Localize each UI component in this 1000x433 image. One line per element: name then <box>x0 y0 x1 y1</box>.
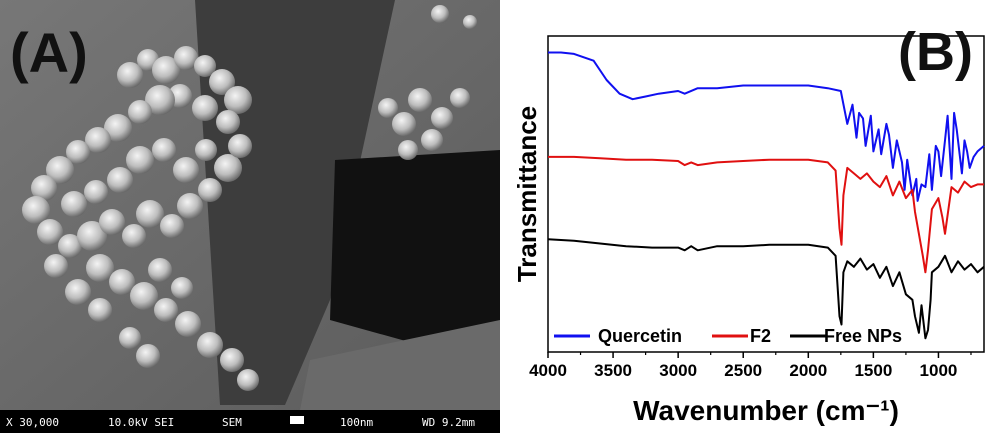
nanoparticle <box>58 234 82 258</box>
sem-instrument: SEM <box>222 416 242 429</box>
nanoparticle <box>152 138 176 162</box>
nanoparticle <box>195 139 217 161</box>
legend: Quercetin F2 Free NPs <box>554 326 902 346</box>
nanoparticle <box>99 209 125 235</box>
nanoparticle <box>463 15 477 29</box>
nanoparticle <box>237 369 259 391</box>
nanoparticle <box>136 344 160 368</box>
nanoparticle <box>61 191 87 217</box>
series-line-f2 <box>548 155 984 274</box>
x-tick-label: 3000 <box>659 361 697 380</box>
nanoparticle <box>174 46 198 70</box>
x-tick-label: 1000 <box>920 361 958 380</box>
sem-micrograph: (A) X 30,000 10.0kV SEI SEM 100nm WD 9.2… <box>0 0 500 433</box>
nanoparticle <box>109 269 135 295</box>
nanoparticle <box>378 98 398 118</box>
x-tick-label: 2000 <box>789 361 827 380</box>
sem-working-distance: WD 9.2mm <box>422 416 475 429</box>
ftir-chart: 4000 3500 3000 2500 2000 1500 1000 Quercetin F2… <box>512 22 985 426</box>
x-tick-label: 3500 <box>594 361 632 380</box>
nanoparticle <box>148 258 172 282</box>
nanoparticle <box>421 129 443 151</box>
legend-label: F2 <box>750 326 771 346</box>
nanoparticle <box>122 224 146 248</box>
nanoparticle <box>431 107 453 129</box>
nanoparticle <box>107 167 133 193</box>
x-axis-label: Wavenumber (cm⁻¹) <box>633 395 899 426</box>
series-layer <box>547 51 985 340</box>
legend-label: Free NPs <box>824 326 902 346</box>
panel-b-label: (B) <box>898 22 973 82</box>
nanoparticle <box>65 279 91 305</box>
nanoparticle <box>408 88 432 112</box>
nanoparticle <box>450 88 470 108</box>
sem-voltage: 10.0kV SEI <box>108 416 174 429</box>
nanoparticle <box>136 200 164 228</box>
sem-info-bar: X 30,000 10.0kV SEI SEM 100nm WD 9.2mm <box>0 410 500 433</box>
x-tick-label: 4000 <box>529 361 567 380</box>
nanoparticle <box>177 193 203 219</box>
nanoparticle <box>88 298 112 322</box>
nanoparticle <box>220 348 244 372</box>
sem-lower-surface <box>300 320 500 410</box>
nanoparticle <box>126 146 154 174</box>
nanoparticle <box>392 112 416 136</box>
sem-magnification: X 30,000 <box>6 416 59 429</box>
nanoparticle <box>66 140 90 164</box>
nanoparticle <box>104 114 132 142</box>
y-axis-label: Transmittance <box>512 106 542 282</box>
sem-scale: 100nm <box>340 416 373 429</box>
nanoparticle <box>86 254 114 282</box>
nanoparticle <box>224 86 252 114</box>
nanoparticle <box>128 100 152 124</box>
sem-dark-void <box>330 150 500 345</box>
nanoparticle <box>119 327 141 349</box>
nanoparticle <box>197 332 223 358</box>
nanoparticle <box>216 110 240 134</box>
nanoparticle <box>198 178 222 202</box>
panel-a-label: (A) <box>10 21 88 84</box>
nanoparticle <box>85 127 111 153</box>
x-tick-label: 2500 <box>724 361 762 380</box>
nanoparticle <box>431 5 449 23</box>
nanoparticle <box>37 219 63 245</box>
series-line-free-nps <box>547 238 985 340</box>
nanoparticle <box>192 95 218 121</box>
nanoparticle <box>152 56 180 84</box>
plot-frame <box>547 35 985 353</box>
series-line-quercetin <box>548 51 985 202</box>
nanoparticle <box>398 140 418 160</box>
nanoparticle <box>145 85 175 115</box>
nanoparticle <box>171 277 193 299</box>
nanoparticle <box>194 55 216 77</box>
nanoparticle <box>31 175 57 201</box>
x-axis: 4000 3500 3000 2500 2000 1500 1000 <box>529 352 972 380</box>
nanoparticle <box>117 62 143 88</box>
sem-scale-bar <box>290 416 304 424</box>
nanoparticle <box>44 254 68 278</box>
nanoparticle <box>77 221 107 251</box>
nanoparticle <box>22 196 50 224</box>
nanoparticle <box>154 298 178 322</box>
nanoparticle <box>46 156 74 184</box>
nanoparticle <box>84 180 108 204</box>
legend-label: Quercetin <box>598 326 682 346</box>
nanoparticle <box>173 157 199 183</box>
nanoparticle <box>214 154 242 182</box>
nanoparticle <box>160 214 184 238</box>
nanoparticle <box>228 134 252 158</box>
nanoparticle <box>209 69 235 95</box>
x-tick-label: 1500 <box>854 361 892 380</box>
nanoparticle-cluster <box>22 5 477 391</box>
nanoparticle <box>130 282 158 310</box>
nanoparticle <box>175 311 201 337</box>
